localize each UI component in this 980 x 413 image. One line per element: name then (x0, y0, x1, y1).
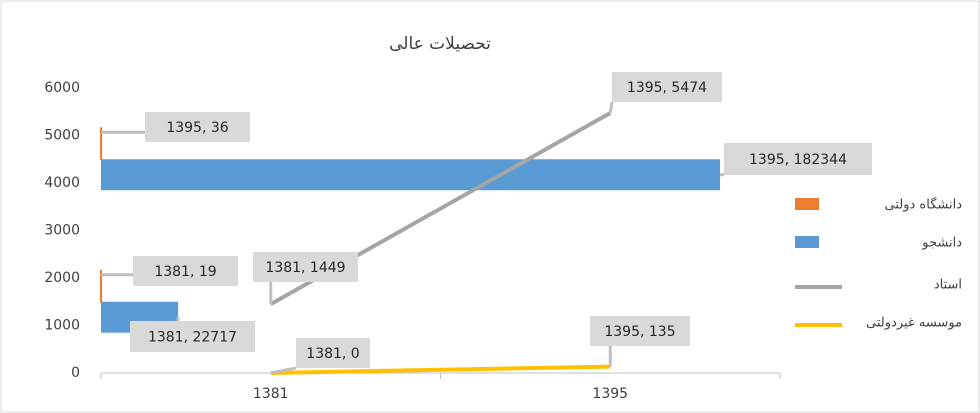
data-label: 1381, 19 (154, 264, 216, 280)
label-leader (270, 366, 297, 375)
label-box (130, 321, 255, 352)
y-tick-label: 2000 (44, 270, 80, 286)
y-tick-label: 1000 (44, 318, 80, 334)
legend-swatch (795, 198, 819, 210)
label-box (612, 72, 722, 102)
y-tick-label: 6000 (44, 80, 80, 96)
x-tick-label: 1395 (592, 386, 628, 402)
label-leader (608, 101, 614, 114)
label-box (133, 256, 238, 286)
y-tick-label: 0 (71, 365, 80, 381)
chart-title: تحصیلات عالی (389, 34, 491, 54)
x-tick-label: 1381 (253, 386, 289, 402)
line-series (270, 364, 611, 375)
y-tick-label: 3000 (44, 223, 80, 239)
legend-label: دانشگاه دولتی (885, 197, 963, 213)
data-label: 1395, 36 (166, 120, 228, 136)
y-tick-label: 4000 (44, 175, 80, 191)
y-tick-label: 5000 (44, 128, 80, 144)
data-label: 1395, 5474 (627, 80, 707, 96)
legend-label: استاد (934, 278, 962, 293)
data-label: 1381, 1449 (265, 260, 345, 276)
data-label: 1381, 22717 (148, 330, 237, 346)
legend-label: موسسه غیردولتی (866, 316, 962, 331)
data-label: 1381, 0 (306, 346, 359, 362)
label-box (296, 338, 370, 368)
data-label: 1395, 182344 (749, 152, 847, 168)
data-label: 1395, 135 (604, 324, 675, 340)
label-box (253, 252, 358, 282)
label-box (724, 143, 872, 175)
legend-swatch (795, 236, 819, 248)
legend-label: دانشجو (921, 236, 962, 251)
label-box (145, 112, 250, 142)
bar (101, 159, 721, 191)
label-box (590, 316, 690, 346)
